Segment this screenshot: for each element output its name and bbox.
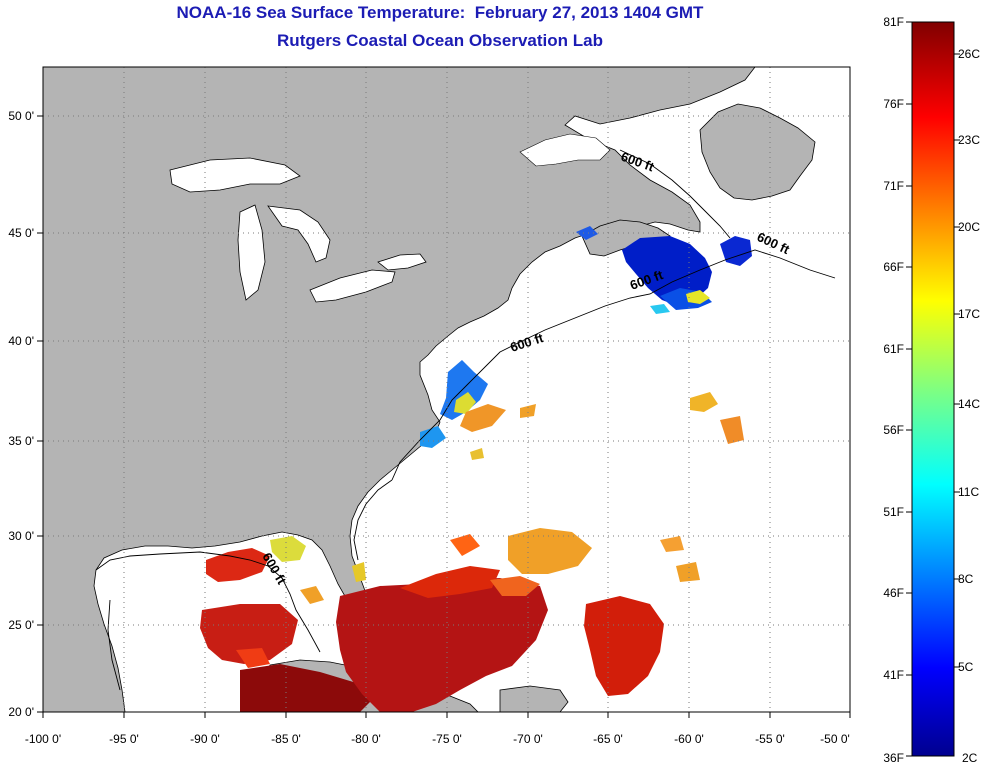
colorbar-c-label: 14C <box>958 397 980 411</box>
land-hispaniola <box>499 685 569 712</box>
map-title: NOAA-16 Sea Surface Temperature: Februar… <box>176 3 704 22</box>
colorbar-c-label: 11C <box>958 485 979 499</box>
x-tick-label: -70 0' <box>513 732 543 746</box>
y-tick-label: 20 0' <box>8 705 34 719</box>
x-tick-label: -90 0' <box>190 732 220 746</box>
colorbar-f-label: 76F <box>883 97 904 111</box>
x-tick-label: -80 0' <box>351 732 381 746</box>
colorbar-f-label: 81F <box>883 15 904 29</box>
colorbar-f-label: 66F <box>883 260 904 274</box>
land-north-america <box>43 67 756 712</box>
colorbar-c-label: 26C <box>958 47 980 61</box>
colorbar-c-label: 23C <box>958 133 980 147</box>
colorbar-c-label: 2C <box>962 751 978 765</box>
x-tick-label: -50 0' <box>820 732 850 746</box>
x-tick-label: -100 0' <box>25 732 61 746</box>
y-tick-label: 25 0' <box>8 618 34 632</box>
colorbar-f-label: 36F <box>883 751 904 765</box>
sst-data-patches <box>200 226 752 712</box>
colorbar-c-label: 20C <box>958 220 980 234</box>
axis-ticks <box>37 115 851 718</box>
colorbar-f-label: 41F <box>883 668 904 682</box>
colorbar-gradient <box>911 21 955 757</box>
colorbar-f-label: 71F <box>883 179 904 193</box>
colorbar-f-label: 56F <box>883 423 904 437</box>
x-tick-label: -95 0' <box>109 732 139 746</box>
st-lawrence <box>519 133 611 167</box>
600ft-contours <box>95 149 836 691</box>
colorbar-c-label: 8C <box>958 572 974 586</box>
x-tick-label: -85 0' <box>271 732 301 746</box>
y-tick-label: 35 0' <box>8 434 34 448</box>
y-tick-label: 40 0' <box>8 334 34 348</box>
colorbar: 81F 76F 71F 66F 61F 56F 51F 46F 41F 36F … <box>883 15 980 765</box>
x-tick-label: -60 0' <box>674 732 704 746</box>
colorbar-f-label: 61F <box>883 342 904 356</box>
y-tick-label: 50 0' <box>8 109 34 123</box>
colorbar-f-label: 46F <box>883 586 904 600</box>
great-lakes <box>169 157 427 303</box>
x-tick-label: -65 0' <box>593 732 623 746</box>
y-axis-labels: 50 0' 45 0' 40 0' 35 0' 30 0' 25 0' 20 0… <box>8 109 34 719</box>
x-tick-label: -75 0' <box>432 732 462 746</box>
y-tick-label: 30 0' <box>8 529 34 543</box>
colorbar-c-label: 17C <box>958 307 980 321</box>
x-axis-labels: -100 0' -95 0' -90 0' -85 0' -80 0' -75 … <box>25 732 850 746</box>
y-tick-label: 45 0' <box>8 226 34 240</box>
colorbar-f-label: 51F <box>883 505 904 519</box>
colorbar-c-label: 5C <box>958 660 974 674</box>
x-tick-label: -55 0' <box>755 732 785 746</box>
map-subtitle: Rutgers Coastal Ocean Observation Lab <box>277 31 603 50</box>
land-newfoundland <box>699 103 816 201</box>
